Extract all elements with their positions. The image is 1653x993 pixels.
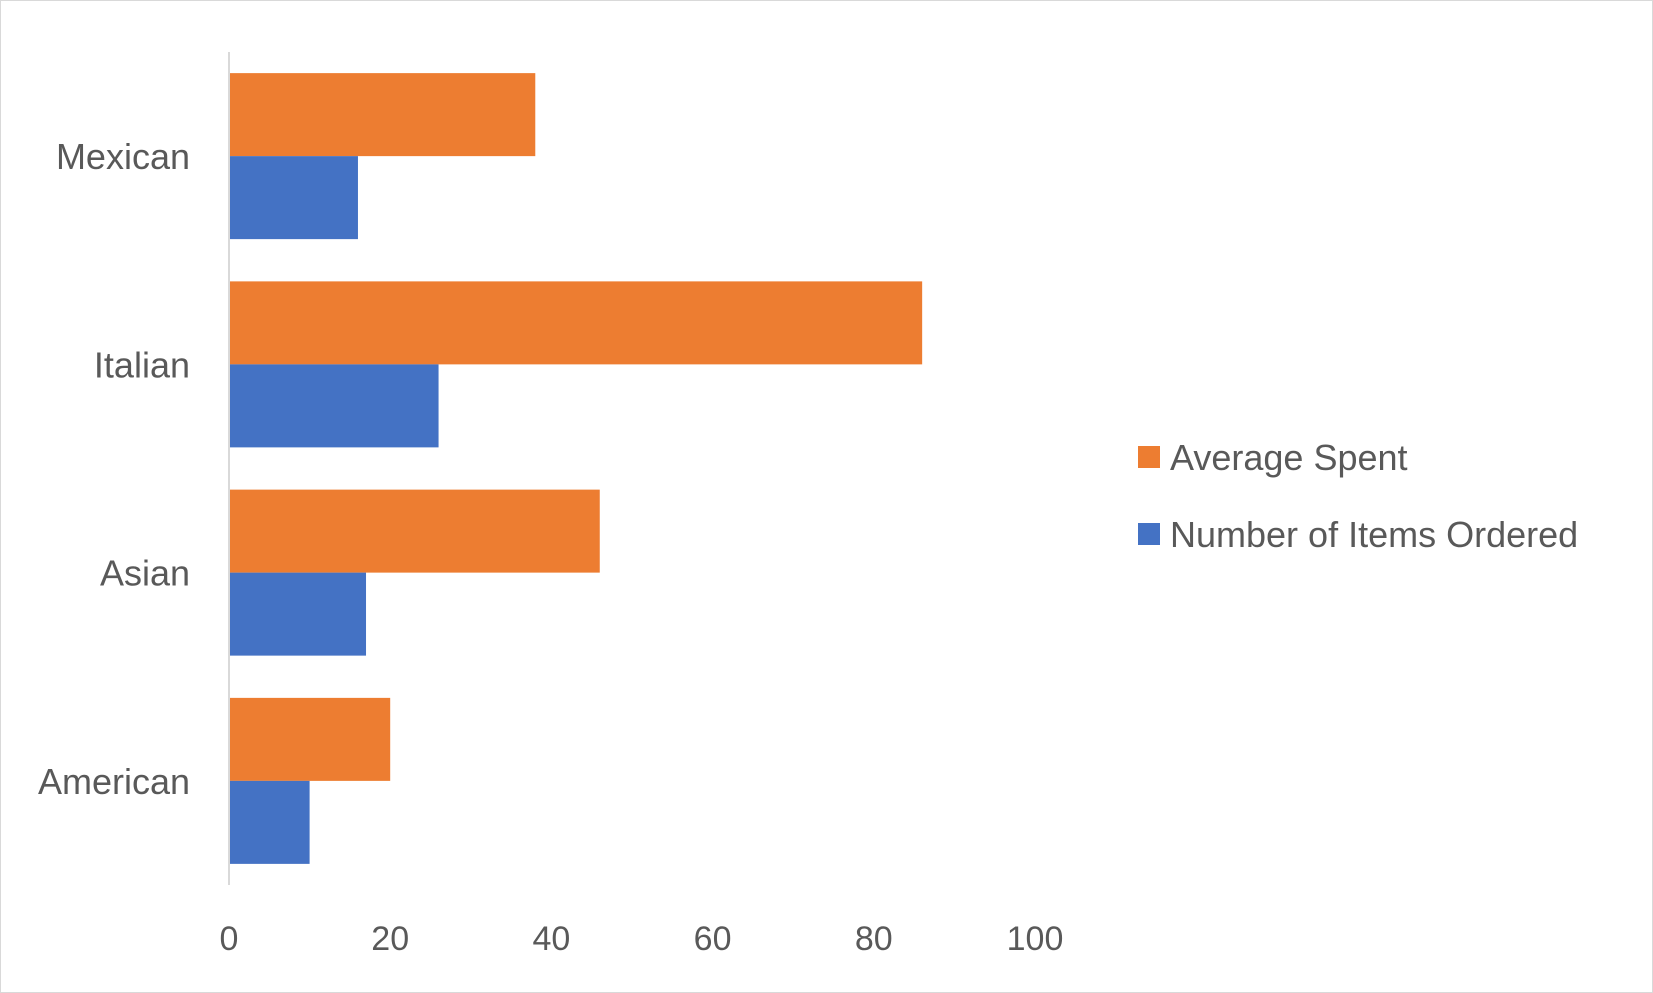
x-tick-label-100: 100 — [1007, 920, 1064, 958]
x-tick-label-60: 60 — [694, 920, 732, 958]
bar-average-spent-asian — [229, 489, 600, 573]
category-label-asian: Asian — [100, 553, 190, 594]
bar-average-spent-mexican — [229, 73, 536, 157]
legend-label-average-spent: Average Spent — [1170, 437, 1408, 478]
x-tick-label-0: 0 — [220, 920, 239, 958]
x-tick-label-80: 80 — [855, 920, 893, 958]
bar-number-of-items-ordered-american — [229, 780, 310, 864]
x-tick-label-20: 20 — [371, 920, 409, 958]
category-labels: Mexican Italian Asian American — [38, 136, 190, 802]
x-tick-label-40: 40 — [532, 920, 570, 958]
bar-average-spent-american — [229, 697, 391, 781]
category-label-mexican: Mexican — [56, 136, 190, 177]
legend-swatch-average-spent — [1138, 446, 1160, 468]
legend-label-number-of-items-ordered: Number of Items Ordered — [1170, 514, 1578, 555]
bar-number-of-items-ordered-mexican — [229, 156, 358, 240]
bar-average-spent-italian — [229, 281, 923, 365]
bar-number-of-items-ordered-asian — [229, 572, 367, 656]
bar-number-of-items-ordered-italian — [229, 364, 439, 448]
bars-layer — [229, 73, 923, 864]
category-label-italian: Italian — [94, 344, 190, 385]
legend-swatch-number-of-items-ordered — [1138, 523, 1160, 545]
x-axis-tick-labels: 0 20 40 60 80 100 — [220, 920, 1064, 958]
legend: Average Spent Number of Items Ordered — [1138, 437, 1578, 555]
category-label-american: American — [38, 761, 190, 802]
